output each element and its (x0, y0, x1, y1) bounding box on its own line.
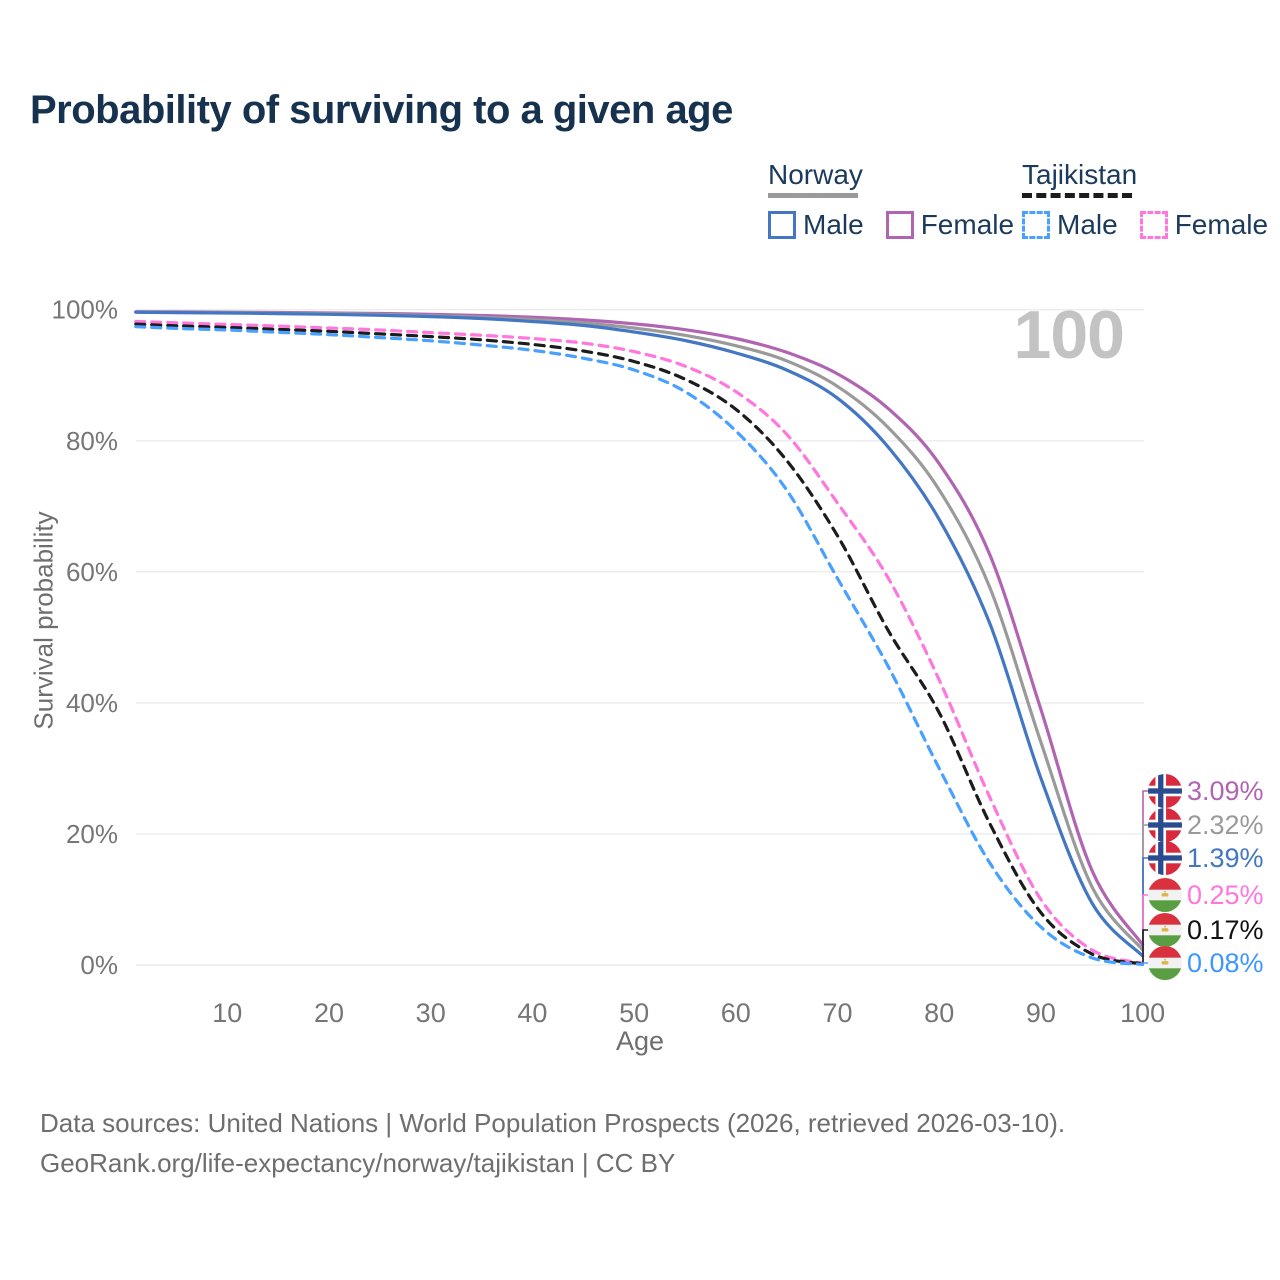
norway-flag-icon (1148, 808, 1182, 842)
x-tick-label: 90 (1026, 998, 1056, 1028)
tajikistan-flag-icon (1148, 913, 1182, 947)
curve-norway-female (134, 310, 1145, 947)
end-value-label: 2.32% (1187, 809, 1264, 840)
y-tick-label: 60% (66, 557, 118, 587)
legend-item-tajikistan-male[interactable]: Male (1022, 209, 1118, 241)
y-tick-label: 0% (80, 950, 118, 980)
tajikistan-flag-icon (1148, 878, 1182, 912)
tajikistan-female-swatch (1139, 211, 1168, 239)
age-watermark: 100 (1013, 297, 1125, 373)
legend-label: Male (803, 209, 864, 240)
curve-norway-male (134, 310, 1145, 958)
x-tick-label: 70 (822, 998, 852, 1028)
norway-male-swatch (768, 211, 796, 239)
norway-female-swatch (885, 211, 914, 239)
end-value-label: 0.17% (1187, 914, 1264, 945)
page-title: Probability of surviving to a given age (30, 88, 733, 132)
curve-norway-both (134, 310, 1145, 952)
end-label-tajikistan-female: 0.25% (1148, 878, 1264, 912)
legend-item-norway-female[interactable]: Female (885, 209, 1015, 241)
tajikistan-male-swatch (1022, 211, 1050, 239)
curve-tajikistan-male (134, 325, 1145, 967)
end-label-norway-male: 1.39% (1148, 841, 1264, 875)
legend-label: Female (920, 209, 1015, 240)
end-value-label: 1.39% (1187, 842, 1264, 873)
x-tick-label: 20 (314, 998, 344, 1028)
end-label-tajikistan-both: 0.17% (1148, 913, 1264, 947)
x-tick-label: 80 (924, 998, 954, 1028)
end-value-label: 0.25% (1187, 879, 1264, 910)
y-axis-title: Survival probability (28, 511, 59, 730)
legend-label: Male (1057, 209, 1118, 240)
tajikistan-line-style-swatch (1022, 193, 1132, 198)
y-tick-label: 100% (52, 295, 119, 325)
end-value-label: 3.09% (1187, 775, 1264, 806)
x-tick-label: 100 (1120, 998, 1165, 1028)
legend-group-tajikistan: Tajikistan Male Female (1022, 160, 1268, 241)
x-axis-title: Age (615, 1026, 665, 1056)
y-tick-label: 80% (66, 426, 118, 456)
curve-tajikistan-both (134, 322, 1145, 966)
x-tick-label: 30 (416, 998, 446, 1028)
data-sources-note: Data sources: United Nations | World Pop… (40, 1108, 1066, 1138)
legend-group-norway: Norway Male Female (768, 160, 1014, 241)
end-value-label: 0.08% (1187, 947, 1264, 978)
norway-line-style-swatch (768, 193, 858, 198)
x-tick-label: 40 (517, 998, 547, 1028)
norway-flag-icon (1148, 841, 1182, 875)
x-tick-label: 60 (721, 998, 751, 1028)
legend-country-norway: Norway (768, 159, 863, 190)
x-tick-label: 50 (619, 998, 649, 1028)
legend-country-tajikistan: Tajikistan (1022, 159, 1138, 190)
curve-tajikistan-female (134, 319, 1145, 965)
tajikistan-flag-icon (1148, 946, 1182, 980)
norway-flag-icon (1148, 774, 1182, 808)
legend-item-norway-male[interactable]: Male (768, 209, 864, 241)
end-label-tajikistan-male: 0.08% (1148, 946, 1264, 980)
legend-item-tajikistan-female[interactable]: Female (1139, 209, 1269, 241)
y-tick-label: 40% (66, 688, 118, 718)
end-label-norway-female: 3.09% (1148, 774, 1264, 808)
attribution-note: GeoRank.org/life-expectancy/norway/tajik… (40, 1148, 676, 1178)
end-label-norway-both: 2.32% (1148, 808, 1264, 842)
legend-label: Female (1174, 209, 1269, 240)
x-tick-label: 10 (212, 998, 242, 1028)
y-tick-label: 20% (66, 819, 118, 849)
